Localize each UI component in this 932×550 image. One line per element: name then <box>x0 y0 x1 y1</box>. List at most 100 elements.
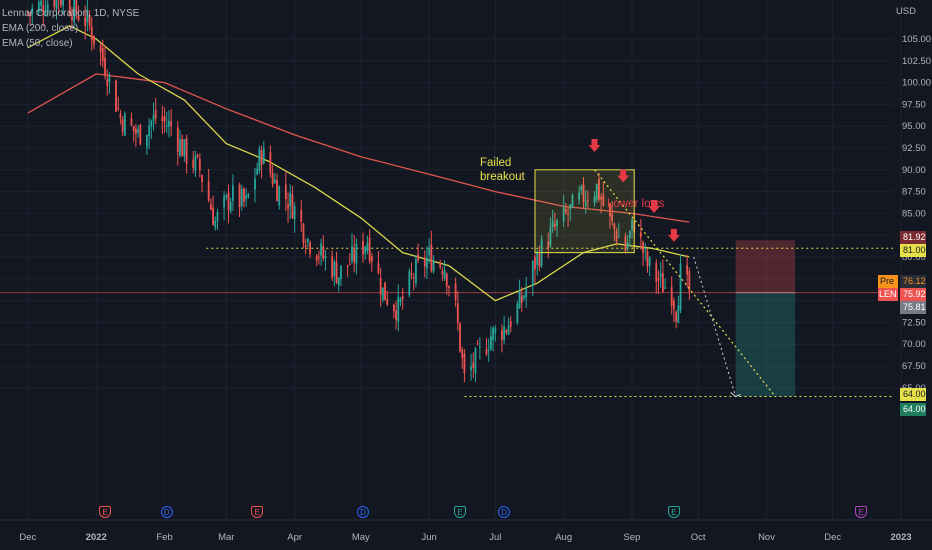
candle-body <box>428 247 431 256</box>
candle-body <box>212 207 214 226</box>
x-tick-label: Dec <box>824 532 841 543</box>
candle-body <box>445 273 448 287</box>
down-arrow-icon <box>648 200 661 214</box>
candle-body <box>119 113 122 118</box>
candle-body <box>84 17 87 26</box>
earnings-badge-icon[interactable]: E <box>855 506 868 518</box>
candle-body <box>271 173 274 185</box>
candle-body <box>130 118 133 125</box>
candle-body <box>494 328 497 333</box>
candle-body <box>525 287 528 298</box>
candle-body <box>289 192 292 207</box>
candle-body <box>392 304 395 312</box>
symbol-title[interactable]: Lennar Corporation, 1D, NYSE <box>2 8 140 19</box>
candle-body <box>412 277 415 279</box>
candle-body <box>631 219 633 231</box>
failed-breakout-annotation[interactable]: Failed breakout <box>480 156 525 184</box>
y-tick-label: 67.50 <box>902 361 926 372</box>
candle-body <box>609 203 611 217</box>
candle-body <box>309 242 311 254</box>
candle-body <box>137 128 139 133</box>
support-price-tag: 64.00 <box>900 388 926 402</box>
candle-body <box>260 150 263 165</box>
candle-body <box>337 277 340 286</box>
candle-body <box>31 7 34 15</box>
candle-body <box>673 300 675 310</box>
candle-body <box>123 113 126 136</box>
ema200-legend[interactable]: EMA (200, close) <box>2 23 79 34</box>
dividend-badge-icon[interactable]: D <box>160 506 173 518</box>
earnings-badge-icon[interactable]: E <box>667 506 680 518</box>
earnings-badge-icon[interactable]: E <box>99 506 112 518</box>
candle-body <box>315 255 318 261</box>
candle-body <box>456 303 459 324</box>
candle-body <box>648 257 651 266</box>
candle-body <box>340 265 342 280</box>
candle-body <box>485 349 488 355</box>
candle-body <box>399 298 402 302</box>
candle-body <box>624 236 627 251</box>
candle-body <box>196 154 199 157</box>
candle-body <box>556 220 558 227</box>
candle-body <box>593 196 596 203</box>
candle-body <box>207 181 210 201</box>
earnings-badge-icon[interactable]: E <box>251 506 264 518</box>
candle-body <box>300 209 303 222</box>
y-tick-label: 95.00 <box>902 121 926 132</box>
candle-body <box>602 194 605 206</box>
y-tick-label: 90.00 <box>902 165 926 176</box>
candle-body <box>71 16 73 21</box>
stop-price-tag: 81.92 <box>900 231 926 245</box>
candle-body <box>40 0 42 6</box>
candle-body <box>598 179 600 200</box>
candle-body <box>584 200 587 207</box>
candle-body <box>386 299 389 305</box>
dividend-badge-icon[interactable]: D <box>357 506 369 518</box>
candle-body <box>161 116 164 122</box>
candle-body <box>232 185 234 201</box>
candle-body <box>507 325 510 335</box>
candle-body <box>644 248 647 250</box>
candle-body <box>77 15 80 21</box>
candle-body <box>93 35 95 45</box>
candle-body <box>106 79 109 86</box>
candle-body <box>377 262 380 274</box>
candle-body <box>44 13 47 15</box>
lower-lows-annotation[interactable]: Lower lows <box>607 198 665 210</box>
candle-body <box>569 204 572 210</box>
candle-body <box>243 188 245 202</box>
candle-body <box>628 231 631 238</box>
candle-body <box>562 206 565 222</box>
candle-body <box>183 139 186 157</box>
candle-body <box>216 211 219 222</box>
candle-body <box>284 184 287 200</box>
candle-body <box>293 206 296 220</box>
candle-body <box>225 194 228 198</box>
x-tick-label: Jun <box>421 532 436 543</box>
ema50-legend[interactable]: EMA (50, close) <box>2 38 73 49</box>
candle-body <box>53 0 56 8</box>
candle-body <box>611 213 614 221</box>
y-tick-label: 85.00 <box>902 208 926 219</box>
candle-body <box>355 243 358 264</box>
dividend-badge-icon[interactable]: D <box>498 506 511 518</box>
x-tick-label: Aug <box>555 532 572 543</box>
candle-body <box>474 348 477 374</box>
candle-body <box>509 321 512 327</box>
candle-body <box>501 330 503 340</box>
candle-body <box>534 256 536 270</box>
candle-body <box>333 261 336 276</box>
earnings-badge-icon[interactable]: E <box>454 506 467 518</box>
candle-body <box>463 353 466 374</box>
candle-body <box>646 250 649 267</box>
candle-body <box>478 346 481 348</box>
candle-body <box>401 295 404 300</box>
candle-body <box>426 257 428 269</box>
target-price-tag: 64.00 <box>900 402 926 416</box>
candle-body <box>247 194 250 197</box>
candle-body <box>104 57 106 76</box>
candle-body <box>229 202 232 212</box>
down-arrow-icon <box>617 169 630 183</box>
